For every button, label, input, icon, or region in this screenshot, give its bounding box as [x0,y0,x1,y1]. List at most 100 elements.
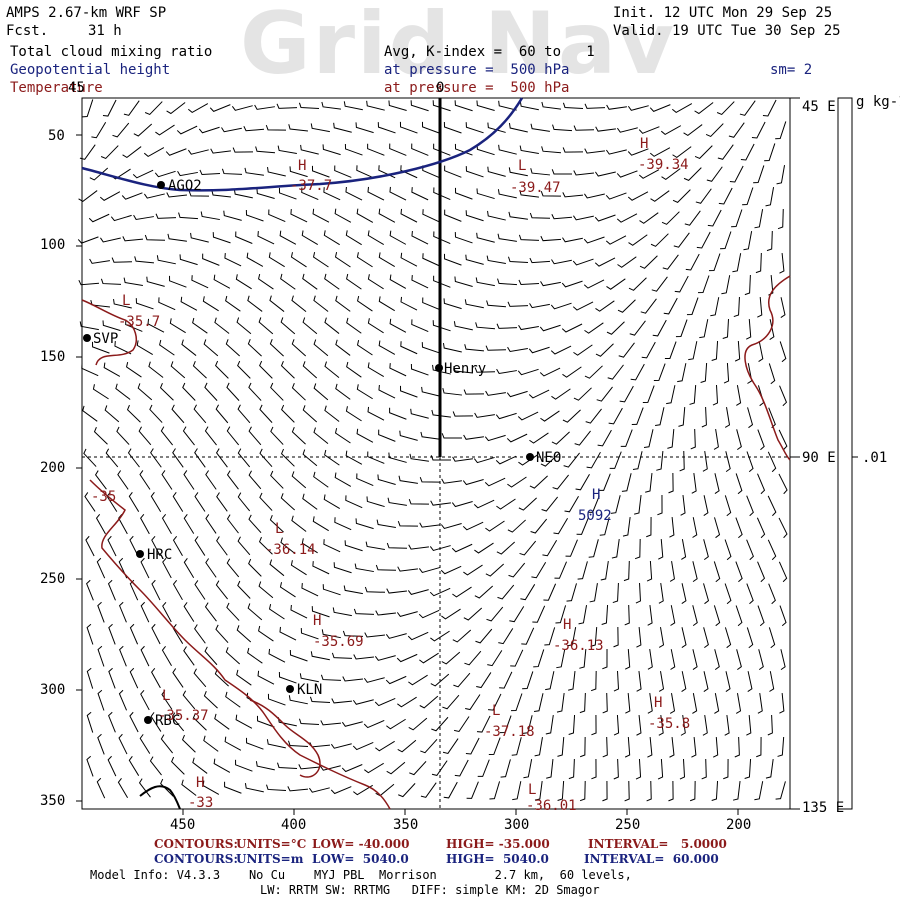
temp-contour-west-north [81,299,137,366]
wind-barb [258,317,274,335]
wind-barb [443,121,462,134]
wind-barb [484,477,506,487]
wind-barb [216,536,228,556]
wind-barb [135,298,154,310]
wind-barb [345,186,363,201]
wind-barb [679,758,686,780]
wind-barb [356,428,374,443]
wind-barb [159,382,174,401]
wind-barb [237,580,251,599]
wind-barb [573,387,592,401]
temp-contour-inner [249,699,321,778]
wind-barb [758,341,764,362]
wind-barb [235,231,253,244]
wind-barb [585,408,602,424]
wind-barb [107,535,117,557]
wind-barb [602,648,608,670]
wind-barb [92,384,109,400]
wind-barb [600,561,609,581]
wind-barb [237,404,251,424]
wind-barb [765,187,775,207]
wind-barb [635,758,642,780]
wind-barb [742,187,754,206]
wind-barb [573,215,594,221]
temp-symbol: H [654,695,663,711]
wind-barb [512,781,522,801]
wind-barb [345,495,363,509]
wind-barb [270,382,284,401]
wind-barb [419,477,441,483]
wind-barb [353,654,375,660]
wind-barb [396,611,418,617]
wind-barb [498,100,517,111]
wind-barb [408,499,430,505]
wind-barb [550,345,572,355]
wind-barb [692,649,698,671]
wind-barb [408,674,428,686]
wind-barb [753,165,765,184]
wind-barb [544,627,556,646]
wind-barb [311,165,330,178]
wind-barb [780,649,786,671]
wind-barb [313,471,329,488]
wind-barb [244,167,264,176]
wind-barb [300,628,319,640]
wind-barb [507,476,527,488]
station-rbc: RBC [155,713,181,729]
wind-barb [352,699,374,705]
wind-barb [419,695,439,709]
wind-barb [714,473,720,495]
wind-barb [540,235,562,242]
wind-barb [590,626,598,647]
smoothing-label: sm= 2 [770,62,813,78]
colorbar-unit: g kg-1 [856,94,900,110]
wind-barb [192,361,207,379]
wind-barb [312,208,330,223]
wind-barb [243,126,265,132]
field2-name: Geopotential height [10,62,171,78]
wind-barb [204,382,218,401]
wind-barb [356,339,373,356]
station-ago2: AGO2 [168,178,202,194]
wind-barb [265,124,287,131]
wind-barb [534,737,543,757]
wind-barb [225,295,241,312]
wind-barb [407,631,429,641]
footer-units: UNITS=°C [236,837,307,851]
wind-barb [443,253,462,266]
wind-barb [309,696,331,703]
wind-barb [475,628,493,644]
lat-label-top: 45 [68,80,85,96]
wind-barb [114,341,132,355]
wind-barb [716,101,735,116]
wind-barb [767,451,777,473]
wind-barb [140,645,150,667]
wind-barb [302,317,318,335]
wind-barb [259,360,273,379]
wind-barb [147,318,165,333]
wind-barb [97,689,105,711]
wind-barb [279,626,297,641]
wind-barb [573,125,595,131]
x-tick-400: 400 [281,817,307,833]
wind-barb [156,255,176,265]
field2-desc: at pressure = 500 hPa [384,62,570,78]
temp-value: -35.8 [648,716,691,732]
wind-barb [618,342,635,358]
wind-barb [595,343,614,357]
wind-barb [97,601,105,623]
wind-barb [214,669,229,687]
wind-barb [421,342,440,354]
wind-barb [225,647,241,665]
wind-barb [139,734,151,754]
wind-barb [723,758,729,780]
wind-barb [692,693,698,714]
wind-barb [475,277,495,287]
wind-barb [452,456,473,462]
wind-barb [496,541,516,555]
wind-barb [701,406,707,428]
wind-barb [408,717,428,731]
wind-barb [203,339,219,357]
wind-barb [672,146,692,159]
wind-barb [182,426,195,446]
